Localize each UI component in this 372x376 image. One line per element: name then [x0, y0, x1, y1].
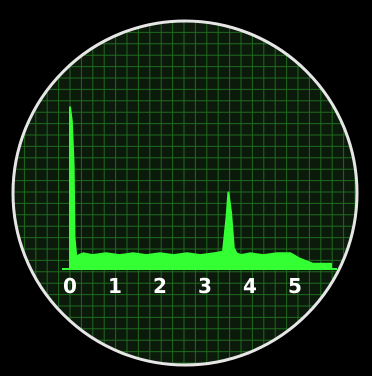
signal-trace: [69, 106, 332, 270]
x-tick-label: 1: [108, 274, 122, 298]
bezel-ring: [11, 19, 359, 367]
x-tick-label: 5: [288, 274, 302, 298]
screen: [13, 21, 357, 365]
x-tick-label: 0: [63, 274, 77, 298]
plot-area: [62, 106, 337, 270]
x-tick-label: 2: [153, 274, 167, 298]
x-tick-label: 4: [243, 274, 257, 298]
x-tick-label: 3: [198, 274, 212, 298]
x-tick-labels: 0 1 2 3 4 5: [63, 274, 302, 298]
